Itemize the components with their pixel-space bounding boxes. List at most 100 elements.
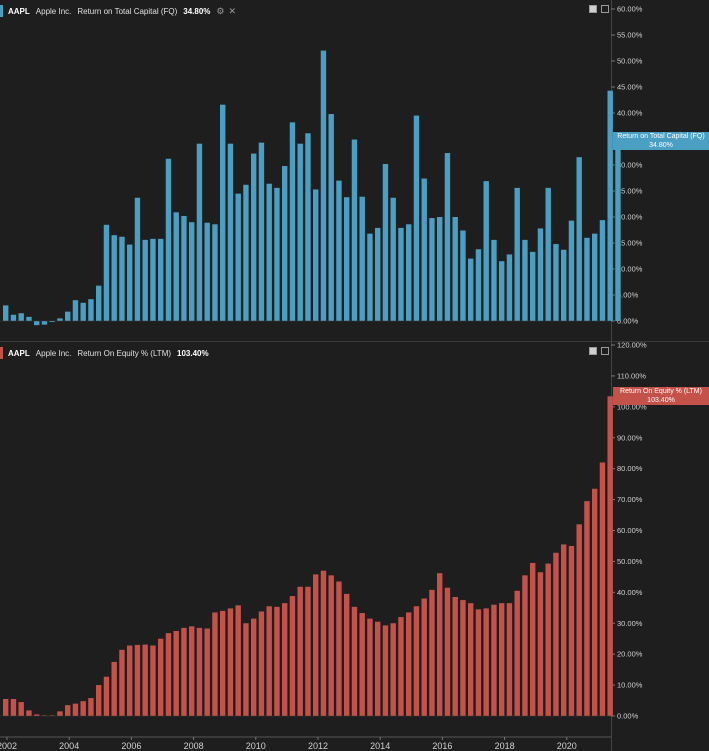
rotc-bar xyxy=(72,300,79,321)
maximize-icon[interactable] xyxy=(589,347,597,355)
rotc-bar xyxy=(266,183,272,321)
roe-y-tick-label: 100.00% xyxy=(617,402,647,411)
rotc-bar xyxy=(514,187,520,321)
rotc-legend[interactable]: AAPL Apple Inc. Return on Total Capital … xyxy=(0,4,240,18)
roe-x-tick-label: 2006 xyxy=(121,741,141,751)
roe-bar xyxy=(103,676,110,716)
roe-bar xyxy=(220,610,226,716)
roe-last-label-name: Return On Equity % (LTM) xyxy=(620,388,702,395)
rotc-bar xyxy=(127,244,133,321)
rotc-bar xyxy=(437,217,443,321)
roe-bar xyxy=(235,605,241,716)
roe-bar xyxy=(514,590,520,716)
maximize-icon[interactable] xyxy=(589,5,597,13)
roe-bar xyxy=(561,544,567,716)
roe-bar xyxy=(297,586,303,716)
rotc-bar xyxy=(150,238,156,321)
rotc-y-tick-label: 5.00% xyxy=(617,291,639,300)
rotc-bar xyxy=(444,153,451,321)
roe-bar xyxy=(243,623,249,716)
rotc-bar xyxy=(26,316,32,321)
rotc-bar xyxy=(189,222,195,321)
rotc-bar xyxy=(111,235,117,321)
rotc-y-tick-label: 45.00% xyxy=(617,83,643,92)
roe-x-tick-label: 2004 xyxy=(59,741,79,751)
roe-bar xyxy=(204,628,210,716)
rotc-bar xyxy=(235,193,241,321)
fullscreen-icon[interactable] xyxy=(601,347,609,355)
rotc-bar xyxy=(243,184,249,321)
roe-bar xyxy=(57,711,63,716)
rotc-bar xyxy=(320,50,327,321)
settings-icon[interactable]: ⚙ xyxy=(216,5,225,16)
roe-bar xyxy=(65,705,71,716)
roe-bar xyxy=(88,698,94,716)
rotc-bar xyxy=(429,218,435,321)
roe-y-tick-label: 70.00% xyxy=(617,495,643,504)
roe-bar xyxy=(305,586,311,716)
roe-bar xyxy=(289,596,296,716)
roe-bar xyxy=(320,570,327,716)
roe-bar xyxy=(80,701,86,716)
roe-bar xyxy=(212,612,218,716)
rotc-bar xyxy=(499,261,505,321)
rotc-bar xyxy=(359,196,365,321)
roe-ticker: AAPL xyxy=(8,348,30,358)
rotc-metric: Return on Total Capital (FQ) xyxy=(77,6,178,16)
rotc-bar xyxy=(313,189,319,321)
roe-bar xyxy=(34,714,40,716)
roe-bar xyxy=(150,645,156,716)
roe-y-tick-label: 40.00% xyxy=(617,588,643,597)
roe-y-tick-label: 20.00% xyxy=(617,650,643,659)
rotc-bar xyxy=(530,251,536,321)
roe-bar xyxy=(452,596,458,716)
roe-bar xyxy=(421,598,427,716)
roe-bar xyxy=(499,603,505,716)
roe-bar xyxy=(359,613,365,716)
roe-bar xyxy=(173,630,179,716)
roe-bar xyxy=(72,703,79,716)
roe-bar xyxy=(3,698,9,716)
roe-bar xyxy=(460,600,466,716)
roe-legend[interactable]: AAPL Apple Inc. Return On Equity % (LTM)… xyxy=(0,346,215,360)
rotc-bar xyxy=(57,318,63,321)
roe-bar xyxy=(367,618,373,716)
roe-x-tick-label: 2018 xyxy=(495,741,515,751)
roe-bar xyxy=(468,603,474,716)
rotc-bar xyxy=(258,142,265,321)
rotc-bar xyxy=(506,254,513,321)
roe-y-tick-label: 110.00% xyxy=(617,371,646,380)
rotc-bar xyxy=(34,321,40,326)
roe-bar xyxy=(429,589,435,716)
rotc-bar xyxy=(382,163,389,321)
rotc-ticker: AAPL xyxy=(8,6,30,16)
roe-bar xyxy=(592,488,598,716)
rotc-series-swatch xyxy=(0,5,3,17)
rotc-panel: AAPL Apple Inc. Return on Total Capital … xyxy=(0,0,709,341)
roe-panel: AAPL Apple Inc. Return On Equity % (LTM)… xyxy=(0,341,709,751)
rotc-bar xyxy=(475,249,482,321)
roe-y-tick-label: 60.00% xyxy=(617,526,643,535)
fullscreen-icon[interactable] xyxy=(601,5,609,13)
roe-bar xyxy=(227,608,234,716)
rotc-bar xyxy=(553,244,559,321)
roe-bar xyxy=(10,698,17,716)
rotc-bar xyxy=(545,187,551,321)
rotc-bar xyxy=(297,143,303,321)
rotc-last-label-value: 34.80% xyxy=(649,141,673,149)
roe-bar xyxy=(258,611,265,716)
rotc-value: 34.80% xyxy=(183,6,211,16)
rotc-chart: 0.00% 5.00% 10.00% 15.00% 20.00% 25.00% 30.00%… xyxy=(0,0,643,341)
roe-bar xyxy=(375,621,381,716)
close-icon[interactable]: ✕ xyxy=(228,5,237,16)
roe-bar xyxy=(444,587,451,716)
roe-bar xyxy=(382,625,389,716)
rotc-bar xyxy=(204,222,210,321)
rotc-y-tick-label: 60.00% xyxy=(617,5,643,14)
rotc-bar xyxy=(173,212,179,321)
roe-series-swatch xyxy=(0,347,3,359)
rotc-y-tick-label: 0.00% xyxy=(617,317,639,326)
roe-bar xyxy=(576,524,582,716)
rotc-bar xyxy=(41,321,48,325)
rotc-bar xyxy=(212,224,218,321)
